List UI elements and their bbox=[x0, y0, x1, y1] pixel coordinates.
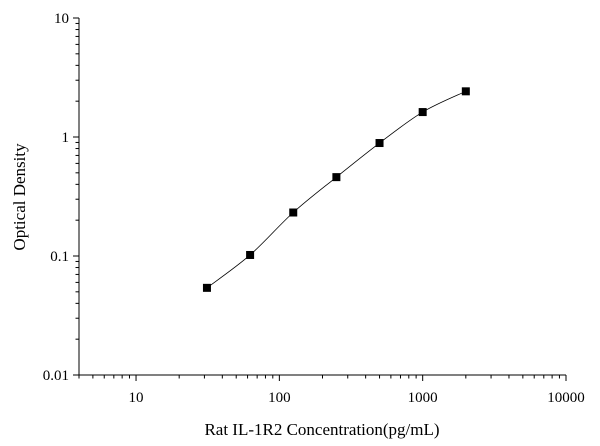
x-axis-label: Rat IL-1R2 Concentration(pg/mL) bbox=[204, 420, 439, 439]
x-tick-label: 1000 bbox=[408, 390, 438, 406]
data-point bbox=[289, 208, 298, 217]
x-tick-label: 10 bbox=[129, 390, 144, 406]
x-tick-label: 100 bbox=[268, 390, 291, 406]
y-tick-labels: 0.01 0.1 1 10 bbox=[43, 11, 69, 384]
y-axis-label: Optical Density bbox=[10, 143, 29, 251]
y-tick-label: 10 bbox=[54, 11, 69, 27]
plot-area bbox=[78, 18, 566, 376]
data-point bbox=[202, 283, 211, 292]
x-tick-labels: 10 100 1000 10000 bbox=[129, 390, 585, 406]
y-tick-label: 0.1 bbox=[50, 249, 69, 265]
data-point bbox=[461, 87, 470, 96]
x-ticks bbox=[78, 375, 567, 381]
data-point bbox=[375, 139, 384, 148]
data-point bbox=[418, 108, 427, 117]
data-point bbox=[332, 173, 341, 182]
y-tick-label: 0.01 bbox=[43, 368, 69, 384]
y-ticks bbox=[73, 17, 79, 376]
series-line bbox=[206, 90, 466, 289]
data-point bbox=[246, 250, 255, 259]
y-tick-label: 1 bbox=[62, 130, 70, 146]
data-points bbox=[202, 87, 470, 292]
x-tick-label: 10000 bbox=[547, 390, 585, 406]
